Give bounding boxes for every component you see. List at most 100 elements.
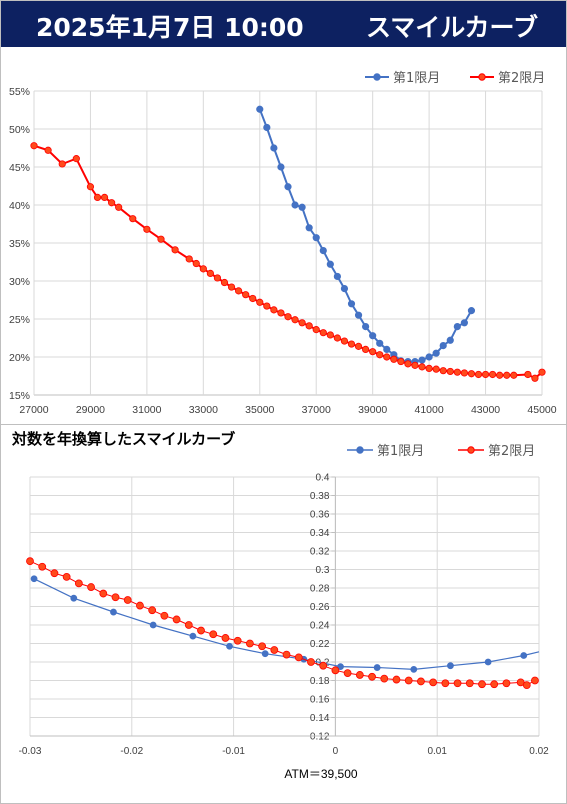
- data-point: [312, 326, 320, 334]
- data-point: [58, 160, 66, 168]
- y-tick-label: 0.3: [315, 565, 329, 576]
- y-tick-label: 45%: [9, 162, 30, 174]
- data-point: [380, 674, 389, 683]
- y-tick-label: 0.14: [310, 713, 330, 724]
- data-point: [72, 155, 80, 163]
- data-point: [429, 678, 438, 687]
- data-point: [312, 234, 320, 242]
- data-point: [100, 193, 109, 201]
- y-tick-label: 40%: [9, 200, 30, 212]
- data-point: [474, 370, 483, 379]
- data-point: [319, 329, 327, 337]
- data-point: [209, 630, 218, 639]
- header-title: スマイルカーブ: [365, 13, 538, 42]
- x-tick-label: 45000: [527, 404, 556, 416]
- data-point: [460, 369, 468, 377]
- data-point: [129, 215, 137, 223]
- data-point: [484, 658, 492, 666]
- data-point: [226, 642, 233, 650]
- data-point: [149, 621, 157, 629]
- data-point: [148, 606, 157, 615]
- data-point: [143, 225, 151, 233]
- data-point: [261, 650, 269, 658]
- data-point: [258, 642, 267, 651]
- data-point: [227, 283, 236, 291]
- data-point: [298, 319, 306, 327]
- data-point: [337, 663, 344, 671]
- data-point: [74, 579, 83, 588]
- data-point: [245, 639, 254, 648]
- data-point: [453, 368, 461, 376]
- data-point: [93, 193, 102, 201]
- data-point: [490, 680, 499, 689]
- data-point: [199, 265, 207, 273]
- data-point: [111, 593, 120, 602]
- data-point: [30, 142, 38, 150]
- legend-label: 第1限月: [393, 71, 440, 86]
- data-point: [411, 361, 419, 369]
- data-point: [62, 573, 71, 581]
- data-point: [110, 608, 117, 616]
- data-point: [26, 557, 34, 566]
- data-point: [160, 611, 169, 620]
- y-tick-label: 55%: [9, 86, 30, 98]
- data-point: [446, 367, 454, 376]
- data-point: [446, 336, 454, 344]
- legend-marker: [373, 73, 381, 81]
- data-point: [432, 349, 440, 357]
- data-point: [369, 348, 377, 356]
- data-point: [481, 370, 490, 379]
- data-point: [319, 661, 328, 670]
- data-point: [70, 594, 78, 602]
- data-point: [213, 274, 222, 282]
- data-point: [284, 183, 292, 191]
- data-point: [242, 291, 250, 299]
- data-point: [392, 675, 401, 684]
- data-point: [397, 357, 405, 366]
- data-point: [441, 679, 450, 688]
- data-point: [355, 671, 364, 679]
- data-point: [326, 260, 334, 268]
- data-point: [249, 294, 257, 303]
- data-point: [404, 676, 413, 685]
- data-point: [467, 307, 476, 315]
- data-point: [478, 680, 486, 689]
- y-tick-label: 20%: [9, 352, 30, 364]
- data-point: [263, 302, 271, 310]
- data-point: [425, 364, 433, 372]
- data-point: [282, 650, 291, 659]
- data-point: [277, 163, 285, 171]
- x-tick-label: 0.02: [529, 746, 549, 757]
- x-tick-label: 37000: [302, 404, 331, 416]
- y-tick-label: 25%: [9, 314, 30, 326]
- data-point: [99, 589, 108, 598]
- data-point: [305, 322, 313, 330]
- data-point: [447, 662, 454, 670]
- data-point: [373, 664, 381, 671]
- data-point: [172, 615, 181, 624]
- data-point: [270, 646, 279, 654]
- data-point: [305, 224, 313, 232]
- data-point: [418, 363, 426, 371]
- data-point: [439, 341, 447, 350]
- data-point: [307, 658, 315, 666]
- data-point: [524, 370, 532, 379]
- data-point: [30, 575, 38, 583]
- data-point: [270, 306, 278, 314]
- x-tick-label: 39000: [358, 404, 387, 416]
- data-point: [340, 284, 349, 293]
- data-point: [331, 666, 340, 675]
- data-point: [50, 569, 59, 578]
- data-point: [38, 562, 47, 571]
- header-bar: 2025年1月7日 10:00 スマイルカーブ: [1, 1, 566, 47]
- data-point: [502, 679, 511, 688]
- x-tick-label: 27000: [19, 404, 48, 416]
- data-point: [453, 322, 461, 331]
- x-tick-label: 35000: [245, 404, 274, 416]
- data-point: [206, 269, 214, 277]
- data-point: [115, 203, 123, 211]
- data-point: [192, 259, 200, 268]
- data-point: [108, 199, 116, 207]
- data-point: [189, 632, 197, 640]
